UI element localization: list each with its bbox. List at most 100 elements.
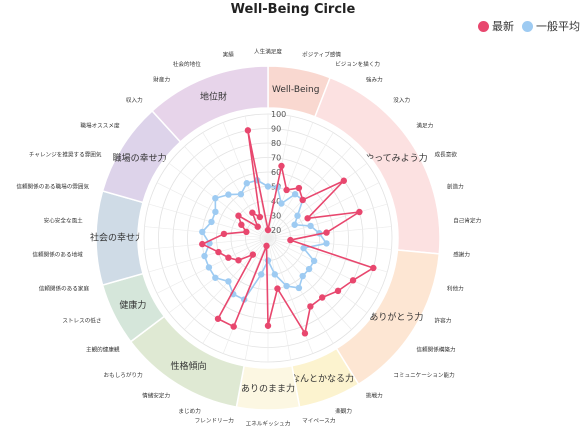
category-label-14: 挑戦力 bbox=[366, 392, 383, 400]
category-label-6: 成長意欲 bbox=[435, 151, 458, 159]
tick-label-5: 70 bbox=[271, 154, 281, 163]
data-point-latest-3 bbox=[295, 184, 303, 192]
grid-spoke-11 bbox=[267, 237, 380, 294]
data-point-average-3 bbox=[291, 191, 299, 198]
data-point-latest-31 bbox=[249, 209, 256, 216]
data-point-latest-30 bbox=[254, 223, 261, 230]
data-point-latest-2 bbox=[283, 186, 290, 194]
grid-spoke-18 bbox=[244, 237, 269, 360]
grid-spoke-2 bbox=[267, 122, 314, 239]
grid-spoke-8 bbox=[267, 226, 392, 239]
data-point-latest-4 bbox=[299, 196, 306, 204]
data-point-latest-27 bbox=[243, 228, 250, 236]
category-label-10: 利他力 bbox=[447, 284, 464, 292]
grid-spoke-31 bbox=[202, 132, 269, 239]
grid-spoke-28 bbox=[156, 182, 269, 239]
category-label-31: 財産力 bbox=[153, 75, 170, 83]
category-label-33: 実績 bbox=[223, 51, 235, 59]
category-label-1: ポジティブ感情 bbox=[302, 51, 341, 59]
grid-spoke-3 bbox=[267, 132, 334, 239]
category-label-29: 職場オススメ度 bbox=[80, 121, 120, 129]
data-point-latest-29 bbox=[235, 212, 242, 219]
category-label-15: 楽観力 bbox=[335, 407, 352, 415]
tick-label-1: 30 bbox=[271, 212, 281, 221]
grid-spoke-29 bbox=[168, 162, 269, 239]
category-label-20: 情緒安定力 bbox=[142, 392, 170, 400]
grid-spoke-22 bbox=[168, 237, 269, 314]
category-label-3: 強み力 bbox=[366, 75, 383, 83]
data-point-average-12 bbox=[305, 265, 313, 273]
grid-spoke-23 bbox=[156, 237, 269, 294]
data-point-average-24 bbox=[201, 252, 208, 260]
category-label-27: 信頼関係のある職場の雰囲気 bbox=[16, 183, 89, 191]
data-point-average-17 bbox=[264, 257, 272, 264]
grid-spoke-24 bbox=[148, 237, 269, 273]
data-point-latest-7 bbox=[356, 208, 363, 216]
category-label-18: フレンドリー力 bbox=[195, 416, 235, 424]
data-point-latest-1 bbox=[278, 162, 285, 170]
category-label-17: エネルギッシュ力 bbox=[246, 420, 291, 428]
grid-spoke-16 bbox=[267, 237, 292, 360]
grid-spoke-13 bbox=[267, 237, 352, 330]
category-label-8: 自己肯定力 bbox=[453, 216, 481, 224]
group-label-6: 健康力 bbox=[119, 299, 146, 311]
data-point-average-28 bbox=[212, 208, 219, 216]
group-label-0: Well-Being bbox=[272, 85, 319, 95]
group-label-5: 性格傾向 bbox=[171, 360, 207, 372]
category-label-5: 満足力 bbox=[416, 121, 433, 129]
category-label-32: 社会的地位 bbox=[173, 60, 201, 68]
category-label-19: まじめ力 bbox=[178, 407, 201, 415]
tick-label-2: 40 bbox=[271, 197, 281, 206]
grid-spoke-6 bbox=[267, 182, 380, 239]
data-point-latest-12 bbox=[334, 287, 342, 295]
category-label-21: おもしろがり力 bbox=[104, 371, 144, 379]
group-band-9 bbox=[151, 65, 269, 143]
category-label-2: ビジョンを描く力 bbox=[335, 60, 380, 68]
data-point-latest-0 bbox=[264, 226, 272, 234]
data-point-latest-10 bbox=[370, 264, 377, 272]
legend-item-latest[interactable]: 最新 bbox=[478, 18, 514, 34]
category-label-9: 感謝力 bbox=[453, 251, 470, 259]
data-point-average-14 bbox=[295, 284, 303, 292]
category-label-7: 創造力 bbox=[447, 183, 464, 191]
grid-spoke-4 bbox=[267, 146, 352, 239]
category-label-4: 没入力 bbox=[393, 96, 410, 104]
data-point-latest-33 bbox=[244, 127, 252, 134]
data-point-latest-23 bbox=[225, 254, 232, 261]
grid-spoke-26 bbox=[144, 226, 269, 239]
data-point-latest-17 bbox=[264, 322, 272, 329]
group-label-1: やってみよう力 bbox=[365, 152, 428, 164]
data-point-latest-6 bbox=[304, 215, 311, 222]
category-label-22: 主観的健康観 bbox=[86, 346, 120, 354]
data-point-average-0 bbox=[264, 183, 272, 190]
data-point-average-9 bbox=[323, 240, 330, 247]
grid-spoke-30 bbox=[184, 146, 269, 239]
tick-label-6: 80 bbox=[271, 139, 281, 148]
category-label-12: 信頼関係構築力 bbox=[416, 346, 456, 354]
data-point-latest-19 bbox=[230, 323, 237, 330]
legend: 最新 一般平均 bbox=[474, 18, 580, 34]
category-label-11: 許容力 bbox=[435, 316, 452, 324]
data-point-average-30 bbox=[225, 191, 232, 198]
data-point-average-29 bbox=[212, 195, 219, 202]
chart-title: Well-Being Circle bbox=[230, 2, 356, 17]
data-point-latest-24 bbox=[215, 248, 222, 256]
data-point-average-5 bbox=[294, 212, 301, 219]
legend-marker-latest bbox=[478, 20, 489, 32]
category-label-16: マイペース力 bbox=[302, 416, 336, 424]
data-point-average-21 bbox=[225, 278, 232, 285]
legend-item-average[interactable]: 一般平均 bbox=[522, 18, 580, 34]
category-label-25: 信頼関係のある地域 bbox=[32, 251, 83, 259]
category-label-0: 人生満足度 bbox=[254, 48, 282, 56]
data-point-latest-21 bbox=[249, 251, 257, 258]
data-point-latest-22 bbox=[235, 257, 242, 264]
group-label-8: 職場の幸せ力 bbox=[113, 152, 167, 164]
category-label-28: チャレンジを推奨する雰囲気 bbox=[29, 151, 102, 159]
category-label-23: ストレスの低さ bbox=[62, 316, 101, 324]
data-point-average-22 bbox=[212, 274, 219, 281]
data-point-average-23 bbox=[205, 264, 213, 271]
tick-label-7: 90 bbox=[271, 125, 281, 134]
tick-label-0: 20 bbox=[271, 226, 281, 235]
data-point-latest-28 bbox=[238, 221, 245, 228]
group-label-7: 社会の幸せ力 bbox=[90, 232, 144, 244]
